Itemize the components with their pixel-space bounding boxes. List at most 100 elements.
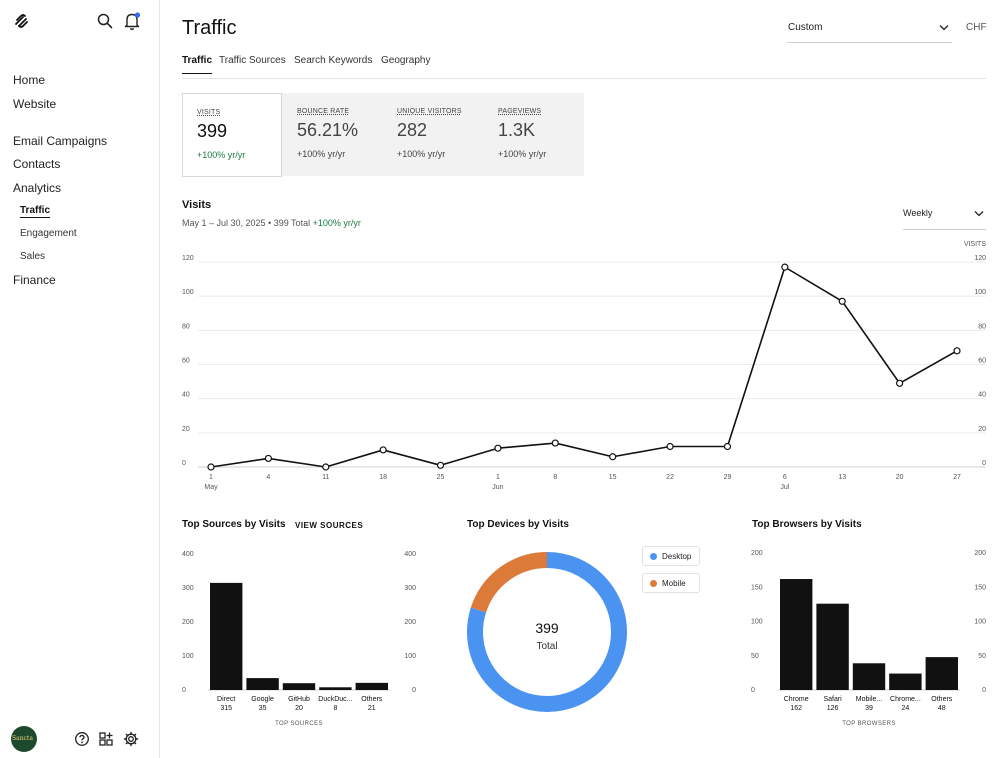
metric-card-pageviews[interactable]: PAGEVIEWS 1.3K +100% yr/yr bbox=[484, 93, 584, 176]
donut-slice-desktop[interactable] bbox=[467, 552, 627, 712]
tab-geography[interactable]: Geography bbox=[381, 55, 431, 66]
sidebar-item-home[interactable]: Home bbox=[13, 73, 46, 87]
y-tick-label: 100 bbox=[751, 619, 763, 626]
analytics-tabs: Traffic Traffic Sources Search Keywords … bbox=[182, 55, 986, 79]
y-tick-label: 150 bbox=[751, 584, 763, 591]
donut-center-label: Total bbox=[536, 641, 557, 652]
chevron-down-icon bbox=[974, 211, 984, 217]
visits-point[interactable] bbox=[436, 461, 445, 469]
y-tick-label-right: 100 bbox=[404, 653, 416, 660]
avatar-text: Sancta bbox=[12, 735, 33, 742]
visits-point[interactable] bbox=[953, 347, 961, 355]
sidebar-item-analytics[interactable]: Analytics bbox=[13, 181, 62, 195]
visits-point[interactable] bbox=[379, 446, 387, 454]
bar[interactable] bbox=[282, 683, 316, 690]
avatar[interactable]: Sancta bbox=[11, 726, 37, 752]
y-tick-label: 400 bbox=[182, 551, 194, 558]
metric-change: +100% yr/yr bbox=[397, 149, 446, 159]
visits-point[interactable] bbox=[551, 439, 559, 447]
sidebar-item-website[interactable]: Website bbox=[13, 97, 57, 111]
sidebar-subitem-sales[interactable]: Sales bbox=[20, 251, 46, 262]
bar[interactable] bbox=[319, 687, 352, 690]
bar-category-label: Mobile... bbox=[856, 696, 883, 703]
bar[interactable] bbox=[925, 657, 958, 690]
y-tick-label-right: 120 bbox=[974, 255, 986, 262]
sidebar-item-contacts[interactable]: Contacts bbox=[13, 157, 61, 171]
tab-traffic-sources[interactable]: Traffic Sources bbox=[219, 55, 286, 66]
bar[interactable] bbox=[889, 673, 922, 690]
sidebar-subitem-traffic[interactable]: Traffic bbox=[20, 205, 51, 218]
apps-icon[interactable] bbox=[98, 731, 114, 747]
metric-card-bounce-rate[interactable]: BOUNCE RATE 56.21% +100% yr/yr bbox=[283, 93, 383, 176]
bell-icon[interactable] bbox=[123, 11, 141, 31]
legend-label: Mobile bbox=[662, 579, 686, 588]
donut-slice-mobile[interactable] bbox=[470, 552, 548, 613]
y-tick-label: 100 bbox=[182, 653, 194, 660]
gear-icon[interactable] bbox=[123, 731, 139, 747]
bar-category-label: Others bbox=[361, 696, 383, 703]
visits-point[interactable] bbox=[781, 263, 789, 271]
tab-traffic[interactable]: Traffic bbox=[182, 55, 213, 74]
visits-point[interactable] bbox=[896, 379, 904, 387]
visits-point[interactable] bbox=[666, 442, 674, 451]
metric-card-unique-visitors[interactable]: UNIQUE VISITORS 282 +100% yr/yr bbox=[383, 93, 483, 176]
bar[interactable] bbox=[816, 603, 849, 690]
visits-point[interactable] bbox=[723, 442, 732, 451]
y-tick-label-right: 50 bbox=[978, 653, 986, 660]
visits-point[interactable] bbox=[838, 297, 846, 305]
bar[interactable] bbox=[355, 682, 388, 690]
period-select[interactable]: Weekly bbox=[903, 205, 986, 230]
bar[interactable] bbox=[780, 579, 813, 690]
sidebar-item-email-campaigns[interactable]: Email Campaigns bbox=[13, 134, 108, 148]
metric-change: +100% yr/yr bbox=[197, 150, 246, 160]
x-tick-label: 20 bbox=[896, 474, 904, 481]
visits-point[interactable] bbox=[207, 463, 215, 471]
y-tick-label-right: 0 bbox=[982, 687, 986, 694]
help-icon[interactable] bbox=[74, 731, 90, 747]
legend-item-mobile[interactable]: Mobile bbox=[642, 573, 700, 593]
search-icon[interactable] bbox=[96, 12, 114, 30]
legend-item-desktop[interactable]: Desktop bbox=[642, 546, 700, 566]
bar-value-label: 8 bbox=[333, 705, 337, 712]
bar-category-label: Chrome... bbox=[890, 696, 921, 703]
squarespace-logo-icon[interactable] bbox=[13, 12, 31, 30]
visits-point[interactable] bbox=[322, 463, 330, 471]
date-range-select[interactable]: Custom bbox=[787, 14, 952, 43]
y-tick-label-right: 150 bbox=[974, 584, 986, 591]
y-tick-label-right: 20 bbox=[978, 426, 986, 433]
x-tick-label: 1 bbox=[496, 474, 500, 481]
bar-category-label: Safari bbox=[823, 696, 842, 703]
visits-axis-label: VISITS bbox=[964, 241, 987, 248]
currency-label[interactable]: CHF bbox=[966, 22, 987, 33]
visits-point[interactable] bbox=[264, 454, 272, 463]
metric-label: BOUNCE RATE bbox=[297, 108, 350, 115]
sources-bar-chart: 0 0 100 100 200 200 300 300 400 400 Direct 315 Googl… bbox=[182, 551, 416, 727]
month-label: Jul bbox=[780, 484, 789, 491]
y-tick-label: 120 bbox=[182, 255, 194, 262]
browsers-chart-title: Top Browsers by Visits bbox=[752, 519, 862, 530]
bar[interactable] bbox=[210, 582, 243, 690]
x-axis-title: TOP SOURCES bbox=[275, 721, 323, 727]
view-sources-link[interactable]: VIEW SOURCES bbox=[295, 521, 364, 530]
metric-change: +100% yr/yr bbox=[297, 149, 346, 159]
y-tick-label-right: 200 bbox=[404, 619, 416, 626]
y-tick-label-right: 100 bbox=[974, 619, 986, 626]
metric-label: PAGEVIEWS bbox=[498, 108, 542, 115]
metric-cards: VISITS 399 +100% yr/yr BOUNCE RATE 56.21… bbox=[182, 93, 584, 177]
bar-value-label: 48 bbox=[938, 705, 946, 712]
visits-point[interactable] bbox=[609, 453, 617, 461]
x-axis-title: TOP BROWSERS bbox=[842, 721, 896, 727]
bar-value-label: 35 bbox=[259, 705, 267, 712]
sidebar-subitem-engagement[interactable]: Engagement bbox=[20, 228, 77, 239]
y-tick-label: 0 bbox=[182, 460, 186, 467]
bar[interactable] bbox=[246, 678, 279, 690]
x-tick-label: 4 bbox=[266, 474, 270, 481]
sidebar-item-finance[interactable]: Finance bbox=[13, 273, 56, 287]
bar[interactable] bbox=[852, 663, 886, 690]
tab-search-keywords[interactable]: Search Keywords bbox=[294, 55, 373, 66]
y-tick-label: 100 bbox=[182, 289, 194, 296]
x-tick-label: 15 bbox=[609, 474, 617, 481]
metric-card-visits[interactable]: VISITS 399 +100% yr/yr bbox=[182, 93, 282, 177]
visits-point[interactable] bbox=[494, 444, 502, 452]
devices-chart-title: Top Devices by Visits bbox=[467, 519, 569, 530]
